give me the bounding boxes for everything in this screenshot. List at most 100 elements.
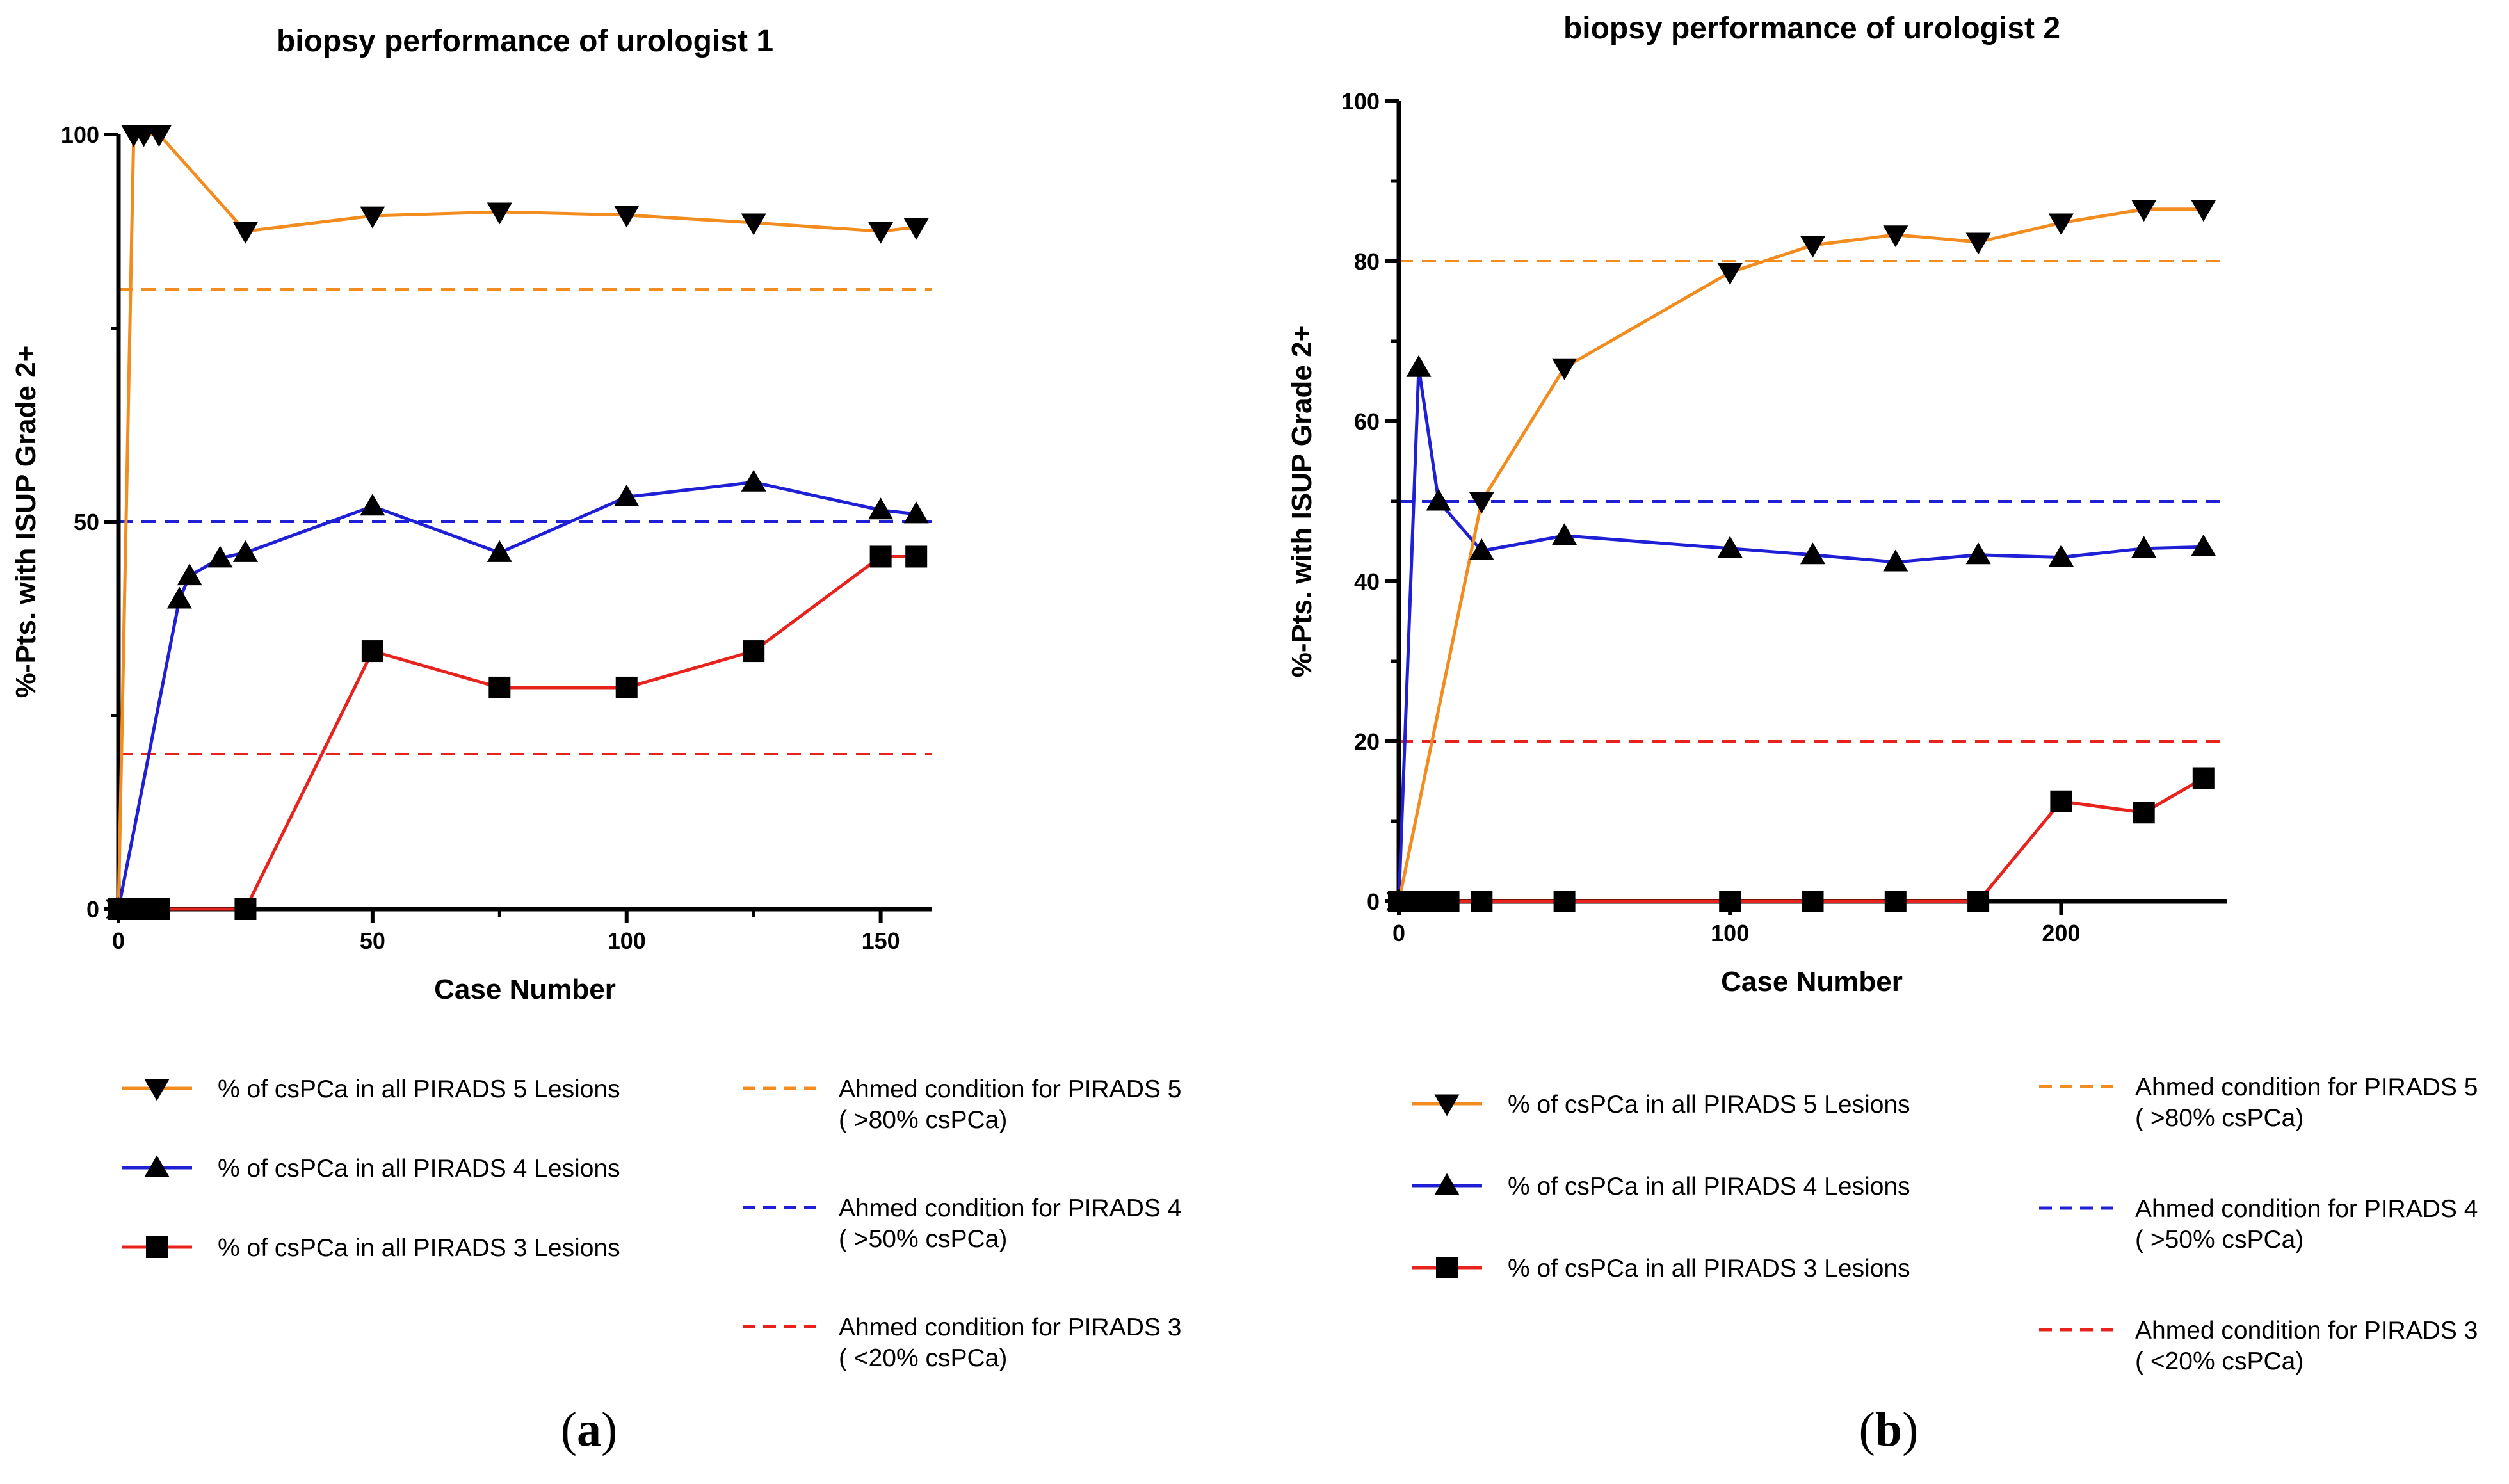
x-tick-label: 0 [112, 928, 125, 954]
legend-sublabel: ( >80% csPCa) [839, 1106, 1007, 1134]
data-point [1469, 538, 1494, 560]
legend-label: Ahmed condition for PIRADS 4 [2135, 1195, 2478, 1223]
y-tick-label: 100 [1341, 88, 1380, 115]
y-tick-label: 100 [61, 122, 99, 148]
legend-sublabel: ( >80% csPCa) [2135, 1104, 2303, 1132]
panel-label: (a) [561, 1403, 618, 1456]
data-point [741, 469, 766, 492]
data-point [1967, 891, 1990, 912]
data-point [487, 540, 512, 562]
series-line-2 [1397, 366, 2204, 902]
legend-marker [1434, 1173, 1460, 1195]
panel-label-letter: a [577, 1403, 601, 1456]
panel-label-letter: b [1875, 1403, 1902, 1456]
x-axis-label: Case Number [1721, 966, 1903, 997]
y-tick-label: 50 [74, 509, 99, 535]
data-point [1965, 232, 1991, 255]
legend-label: % of csPCa in all PIRADS 3 Lesions [1508, 1255, 1910, 1282]
data-point [1717, 263, 1743, 286]
data-point [2192, 767, 2215, 789]
y-axis-label: %-Pts. with ISUP Grade 2+ [10, 346, 42, 698]
data-point [207, 545, 233, 568]
x-tick-label: 50 [360, 928, 385, 954]
data-point [1965, 542, 1991, 565]
data-point [868, 497, 894, 520]
data-point [1800, 236, 1826, 258]
panel-label: (b) [1859, 1403, 1919, 1456]
y-tick-label: 0 [86, 896, 99, 923]
data-point [106, 899, 131, 922]
data-point [2191, 534, 2216, 556]
legend-sublabel: ( >50% csPCa) [839, 1225, 1007, 1253]
data-point [166, 586, 192, 609]
legend-label: Ahmed condition for PIRADS 3 [2135, 1317, 2478, 1344]
data-point [234, 898, 257, 920]
chart-title: biopsy performance of urologist 2 [1563, 12, 2060, 45]
legend-label: Ahmed condition for PIRADS 5 [2135, 1074, 2478, 1101]
data-point [1553, 891, 1576, 912]
data-point [741, 213, 766, 236]
legend-marker [1434, 1094, 1460, 1117]
legend-sublabel: ( <20% csPCa) [839, 1344, 1007, 1372]
data-point [1717, 536, 1743, 558]
data-point [1426, 488, 1451, 511]
legend-marker [144, 1155, 170, 1177]
y-tick-label: 20 [1354, 729, 1380, 755]
legend-sublabel: ( >50% csPCa) [2135, 1226, 2303, 1254]
data-point [1437, 891, 1460, 912]
x-tick-label: 200 [2042, 920, 2080, 946]
data-point [2048, 213, 2074, 236]
x-tick-label: 150 [862, 928, 900, 954]
y-tick-label: 0 [1367, 889, 1380, 915]
legend-label: Ahmed condition for PIRADS 3 [839, 1314, 1181, 1341]
y-tick-label: 80 [1354, 248, 1380, 275]
x-tick-label: 100 [608, 928, 646, 954]
data-point [232, 540, 258, 562]
data-point [360, 206, 385, 229]
data-point [1471, 891, 1493, 912]
legend-label: % of csPCa in all PIRADS 3 Lesions [218, 1234, 620, 1262]
data-point [1552, 358, 1577, 380]
data-point [903, 218, 929, 240]
data-point [361, 640, 383, 663]
data-point [615, 676, 638, 698]
series-line-3 [1399, 777, 2205, 903]
data-point [905, 545, 928, 568]
data-point [1469, 492, 1494, 514]
x-tick-label: 100 [1711, 920, 1749, 946]
series-line-2 [117, 480, 917, 910]
legend-label: % of csPCa in all PIRADS 5 Lesions [218, 1076, 620, 1103]
data-point [488, 676, 511, 698]
y-tick-label: 60 [1354, 408, 1380, 435]
data-point [2191, 200, 2216, 222]
data-point [614, 484, 640, 506]
data-point [2133, 802, 2155, 824]
series-line-3 [118, 554, 917, 911]
legend-marker [144, 1079, 170, 1101]
data-point [1406, 355, 1432, 377]
data-point [1417, 891, 1440, 912]
legend-label: % of csPCa in all PIRADS 5 Lesions [1508, 1091, 1910, 1118]
x-axis-label: Case Number [434, 974, 616, 1005]
y-axis-label: %-Pts. with ISUP Grade 2+ [1286, 325, 1318, 678]
data-point [743, 640, 765, 663]
data-point [177, 563, 202, 586]
data-point [1800, 542, 1826, 565]
data-point [2050, 790, 2072, 812]
data-point [1552, 523, 1577, 545]
chart-1: biopsy performance of urologist 1 0 50 100 0… [10, 24, 1181, 1456]
legend-marker [1436, 1257, 1458, 1278]
series-line-1 [1397, 207, 2204, 902]
legend-label: Ahmed condition for PIRADS 5 [839, 1076, 1181, 1103]
data-point [146, 125, 172, 147]
legend-label: Ahmed condition for PIRADS 4 [839, 1195, 1181, 1222]
data-point [1883, 225, 1908, 248]
y-tick-label: 40 [1354, 569, 1380, 595]
legend-label: % of csPCa in all PIRADS 4 Lesions [1508, 1173, 1910, 1200]
data-point [148, 898, 170, 920]
data-point [360, 494, 385, 516]
data-point [1386, 892, 1412, 914]
chart-2: biopsy performance of urologist 2 0 20 40 60… [1286, 12, 2478, 1456]
legend-label: % of csPCa in all PIRADS 4 Lesions [218, 1155, 620, 1182]
data-point [2131, 536, 2157, 558]
